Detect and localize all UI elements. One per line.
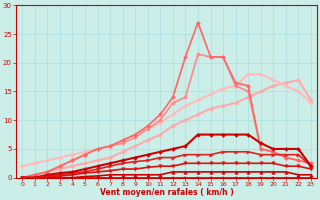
X-axis label: Vent moyen/en rafales ( km/h ): Vent moyen/en rafales ( km/h ) [100, 188, 234, 197]
